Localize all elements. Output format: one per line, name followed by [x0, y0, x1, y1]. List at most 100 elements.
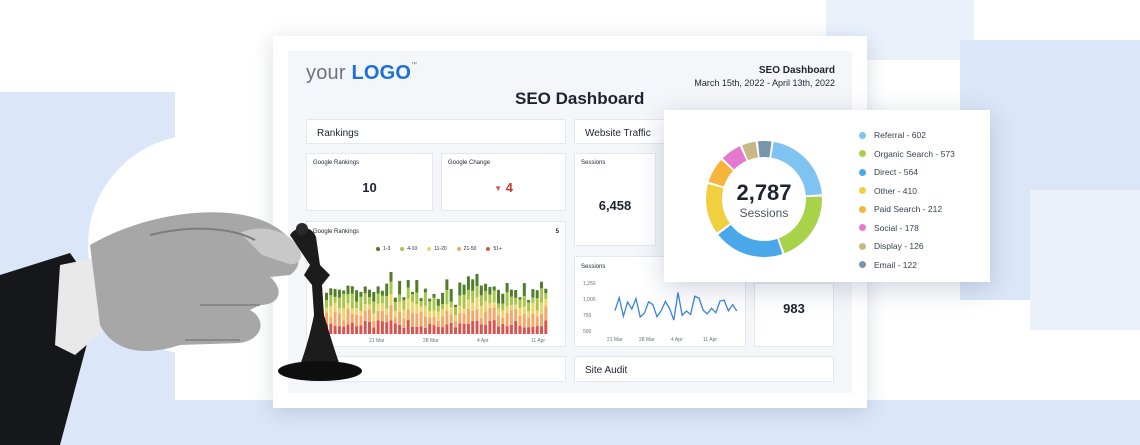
- donut-legend-item[interactable]: Referral - 602: [859, 126, 955, 145]
- ranking-bar-segment: [333, 302, 337, 312]
- rankings-legend: 1-3 4-10 11-20 21-50 51+: [376, 246, 502, 252]
- ranking-bar-segment: [329, 323, 333, 334]
- ranking-bar-segment: [449, 307, 453, 315]
- ranking-bar-segment: [462, 308, 466, 314]
- sessions-x-tick: 11 Apr: [703, 337, 717, 343]
- ranking-bar-segment: [544, 306, 548, 321]
- ranking-bar-segment: [527, 302, 531, 312]
- ranking-bar-segment: [411, 301, 414, 314]
- legend-dot-icon: [859, 168, 866, 176]
- ranking-bar-segment: [484, 283, 488, 292]
- ranking-bar-segment: [544, 288, 548, 294]
- ranking-bar-segment: [423, 327, 427, 334]
- ranking-bar-segment: [497, 308, 500, 316]
- ranking-bar-segment: [415, 292, 419, 305]
- ranking-bar-segment: [415, 326, 419, 334]
- sessions-chart-label: Sessions: [581, 264, 606, 270]
- ranking-bar-segment: [509, 324, 513, 334]
- ranking-bar-segment: [488, 303, 492, 308]
- ranking-bar-segment: [355, 301, 359, 309]
- sessions-value: 6,458: [598, 198, 632, 213]
- ranking-bar-segment: [471, 290, 475, 303]
- ranking-bar-segment: [342, 290, 346, 294]
- google-change-card[interactable]: Google Change ▼ 4: [441, 153, 566, 211]
- ranking-bar-segment: [376, 286, 380, 294]
- ranking-bar-segment: [337, 308, 341, 314]
- ranking-bar-segment: [540, 288, 543, 303]
- ranking-bar-segment: [488, 294, 492, 304]
- donut-slice-referral[interactable]: [771, 141, 822, 196]
- ranking-bar-segment: [372, 327, 376, 334]
- google-change-value-wrap: ▼ 4: [442, 180, 565, 195]
- ranking-bar-segment: [505, 292, 509, 307]
- ranking-bar-segment: [462, 284, 466, 295]
- ranking-bar-segment: [527, 311, 531, 318]
- ranking-bar-segment: [337, 289, 341, 298]
- ranking-bar-segment: [406, 280, 410, 288]
- rankings-chart-card[interactable]: Google Rankings 5 21 Mar 28 Mar 4 Apr 11 Ap…: [306, 221, 566, 347]
- donut-slice-organic-search[interactable]: [778, 196, 822, 254]
- donut-slice-social[interactable]: [722, 146, 747, 170]
- ranking-bar-segment: [501, 323, 505, 334]
- donut-legend-label: Social - 178: [874, 222, 919, 233]
- ranking-bar-segment: [423, 316, 427, 328]
- ranking-bar-segment: [363, 304, 367, 311]
- ranking-bar-segment: [432, 325, 436, 334]
- donut-slice-direct[interactable]: [718, 224, 783, 257]
- ranking-bar-segment: [380, 303, 384, 311]
- ranking-bar-segment: [531, 302, 535, 314]
- donut-legend-item[interactable]: Social - 178: [859, 219, 955, 238]
- ranking-bar-segment: [406, 320, 410, 334]
- ranking-bar-segment: [454, 327, 457, 334]
- google-rankings-card[interactable]: Google Rankings 10: [306, 153, 433, 211]
- sessions-x-tick: 28 Mar: [639, 337, 655, 343]
- ranking-bar-segment: [337, 326, 341, 334]
- ranking-bar-segment: [458, 312, 462, 324]
- ranking-bar-segment: [488, 307, 492, 321]
- sessions-card[interactable]: Sessions 6,458: [574, 153, 656, 246]
- donut-legend-item[interactable]: Organic Search - 573: [859, 145, 955, 164]
- ranking-bar-segment: [462, 294, 466, 309]
- ranking-bar-segment: [518, 307, 522, 316]
- sessions-y-tick: 1,250: [583, 281, 596, 287]
- ranking-bar-segment: [350, 313, 354, 323]
- ranking-bar-segment: [333, 288, 337, 297]
- ranking-bar-segment: [368, 304, 371, 310]
- ranking-bar-segment: [389, 271, 393, 282]
- ranking-bar-segment: [346, 303, 350, 309]
- ranking-bar-segment: [454, 320, 457, 328]
- ranking-bar-segment: [484, 324, 488, 334]
- donut-slice-other[interactable]: [706, 183, 730, 233]
- donut-legend: Referral - 602 Organic Search - 573 Direct…: [859, 126, 955, 274]
- rankings-chart-badge: 5: [555, 229, 559, 235]
- ranking-bar-segment: [466, 299, 470, 309]
- ranking-bar-segment: [380, 295, 384, 304]
- ranking-bar-segment: [471, 279, 475, 291]
- donut-slice-display[interactable]: [741, 141, 758, 161]
- ranking-bar-segment: [475, 297, 479, 310]
- ranking-bar-segment: [454, 315, 457, 321]
- donut-legend-item[interactable]: Email - 122: [859, 256, 955, 275]
- donut-slice-email[interactable]: [757, 141, 772, 158]
- ranking-bar-segment: [406, 287, 410, 299]
- ranking-bar-segment: [376, 311, 380, 321]
- donut-slice-paid-search[interactable]: [708, 159, 733, 187]
- donut-legend-item[interactable]: Other - 410: [859, 182, 955, 201]
- side-metric-card[interactable]: 983: [754, 283, 834, 347]
- legend-4-10: 4-10: [400, 246, 417, 252]
- ranking-bar-segment: [449, 288, 453, 302]
- ranking-bar-segment: [466, 289, 470, 300]
- donut-legend-item[interactable]: Paid Search - 212: [859, 200, 955, 219]
- donut-legend-item[interactable]: Display - 126: [859, 237, 955, 256]
- ranking-bar-segment: [445, 304, 449, 312]
- ranking-bar-segment: [342, 308, 346, 321]
- arrow-down-icon: ▼: [494, 184, 503, 194]
- google-change-value: 4: [505, 180, 513, 195]
- ranking-bar-segment: [363, 320, 367, 334]
- ranking-bar-segment: [540, 302, 543, 314]
- ranking-bar-segment: [337, 313, 341, 327]
- ranking-bar-segment: [419, 326, 423, 334]
- ranking-bar-segment: [509, 310, 513, 325]
- donut-legend-item[interactable]: Direct - 564: [859, 163, 955, 182]
- sessions-y-tick: 750: [583, 313, 592, 319]
